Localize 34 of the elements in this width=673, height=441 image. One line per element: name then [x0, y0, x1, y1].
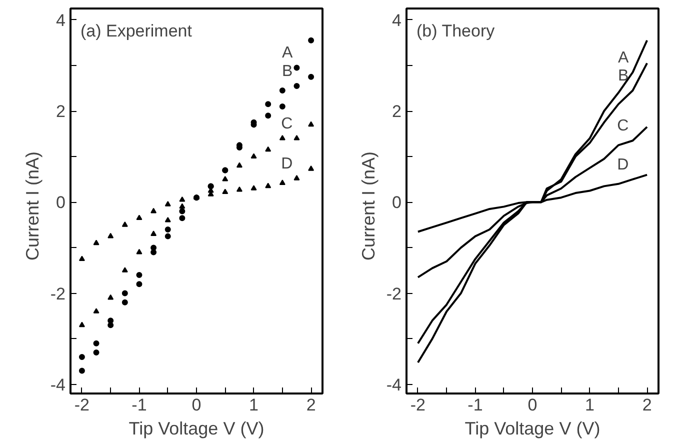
x-tick-label: -1 [132, 396, 147, 414]
series-label: C [617, 118, 629, 135]
x-tick-label: 2 [642, 396, 652, 414]
series-label: D [281, 155, 293, 172]
y-tick-label: 4 [56, 10, 66, 30]
x-tick-label: -1 [468, 396, 483, 414]
y-tick-label: -2 [386, 284, 402, 304]
y-axis-title: Current I (nA) [358, 151, 378, 261]
text: (b) Theory [416, 22, 496, 40]
y-tick-label: -4 [386, 375, 402, 394]
series-label: B [618, 68, 629, 85]
y-tick-label: 2 [56, 102, 66, 122]
y-tick-label: 0 [56, 193, 66, 212]
series-label: C [281, 115, 293, 132]
series-label: A [282, 44, 294, 62]
y-tick-label: 0 [392, 193, 402, 212]
x-tick-label: 1 [585, 396, 595, 414]
y-tick-label: -2 [50, 284, 66, 304]
y-axis-title: Current I (nA) [22, 151, 42, 261]
x-tick-label: -2 [410, 396, 426, 414]
y-tick-label: 2 [392, 102, 402, 122]
series-label: B [282, 62, 293, 80]
x-tick-label: 1 [249, 396, 259, 414]
y-tick-label: -4 [50, 375, 66, 394]
y-tick-label: 4 [392, 10, 402, 30]
x-tick-label: 2 [306, 396, 316, 414]
x-tick-label: -2 [74, 396, 90, 414]
x-tick-label: 0 [192, 396, 202, 414]
series-label: A [618, 49, 630, 66]
x-axis-title: Tip Voltage V (V) [464, 418, 600, 438]
x-tick-label: 0 [528, 396, 538, 414]
x-axis-title: Tip Voltage V (V) [128, 418, 264, 438]
series-label: D [617, 156, 629, 174]
text: (a) Experiment [80, 22, 192, 40]
